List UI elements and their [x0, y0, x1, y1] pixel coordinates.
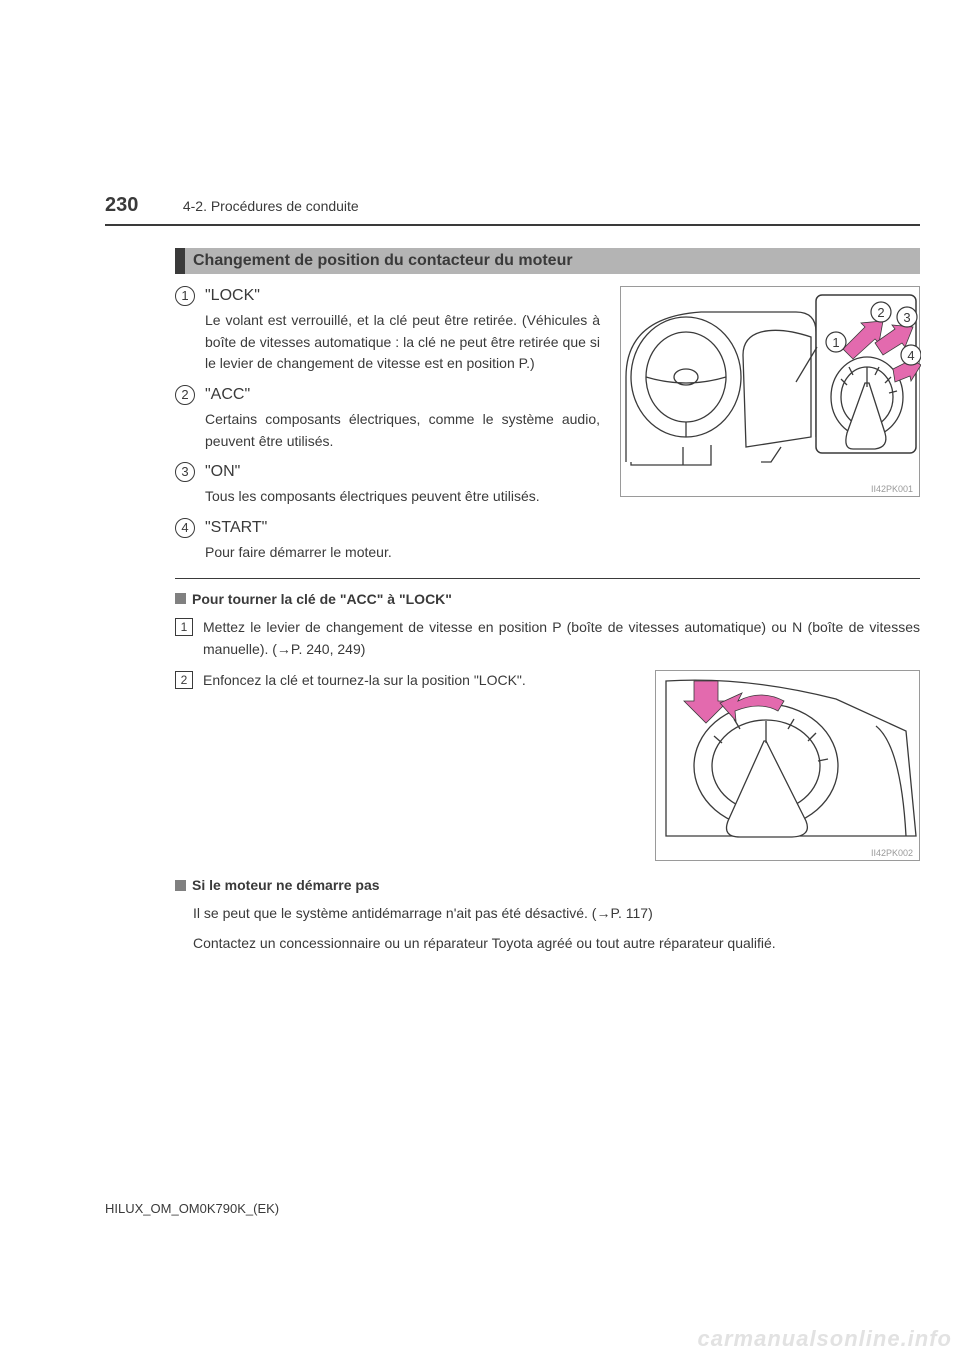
- square-bullet-icon: [175, 593, 186, 604]
- section-path: 4-2. Procédures de conduite: [183, 198, 359, 214]
- page-header: 230 4-2. Procédures de conduite: [105, 194, 920, 217]
- figure-caption: II42PK002: [656, 846, 919, 860]
- callout-4: 4: [907, 348, 914, 363]
- position-title: "ACC": [205, 386, 250, 404]
- ignition-diagram-icon: 1 2 3 4: [621, 287, 921, 477]
- key-lock-diagram-icon: [656, 671, 921, 841]
- position-title: "LOCK": [205, 287, 260, 305]
- step-num-icon: 2: [175, 671, 193, 689]
- position-num-icon: 1: [175, 286, 195, 306]
- figure-box: II42PK002: [655, 670, 920, 861]
- page: 230 4-2. Procédures de conduite Changeme…: [0, 0, 960, 1358]
- position-num-icon: 3: [175, 462, 195, 482]
- figure-ignition-positions: 1 2 3 4 II42PK001: [620, 286, 920, 497]
- figure-caption: II42PK001: [621, 482, 919, 496]
- step: 2 Enfoncez la clé et tournez-la sur la p…: [175, 670, 635, 692]
- subheading-no-start: Si le moteur ne démarre pas: [175, 877, 920, 893]
- figure-turn-to-lock: II42PK002: [655, 670, 920, 861]
- header-rule: [105, 224, 920, 226]
- callout-2: 2: [877, 305, 884, 320]
- step-text: Mettez le levier de changement de vitess…: [203, 617, 920, 660]
- content: Changement de position du contacteur du …: [175, 248, 920, 963]
- position-item: 4 "START" Pour faire démarrer le moteur.: [175, 518, 920, 564]
- watermark: carmanualsonline.info: [698, 1326, 953, 1352]
- subheading-text: Si le moteur ne démarre pas: [192, 877, 380, 893]
- position-num-icon: 2: [175, 385, 195, 405]
- step-text: Enfoncez la clé et tournez-la sur la pos…: [203, 670, 526, 692]
- spacer: [175, 869, 920, 877]
- position-body: Pour faire démarrer le moteur.: [205, 542, 920, 564]
- subheading-acc-to-lock: Pour tourner la clé de "ACC" à "LOCK": [175, 591, 920, 607]
- position-title: "START": [205, 519, 267, 537]
- callout-3: 3: [903, 310, 910, 325]
- callout-1: 1: [832, 335, 839, 350]
- step-num-icon: 1: [175, 618, 193, 636]
- square-bullet-icon: [175, 880, 186, 891]
- divider: [175, 578, 920, 579]
- page-number: 230: [105, 194, 138, 216]
- no-start-line2: Contactez un concessionnaire ou un répar…: [193, 933, 920, 955]
- footer-code: HILUX_OM_OM0K790K_(EK): [105, 1201, 279, 1216]
- subheading-text: Pour tourner la clé de "ACC" à "LOCK": [192, 591, 452, 607]
- no-start-line1: Il se peut que le système antidémarrage …: [193, 903, 920, 925]
- step: 1 Mettez le levier de changement de vite…: [175, 617, 920, 660]
- position-num-icon: 4: [175, 518, 195, 538]
- figure-box: 1 2 3 4 II42PK001: [620, 286, 920, 497]
- position-title: "ON": [205, 463, 240, 481]
- subheading: Changement de position du contacteur du …: [175, 248, 920, 274]
